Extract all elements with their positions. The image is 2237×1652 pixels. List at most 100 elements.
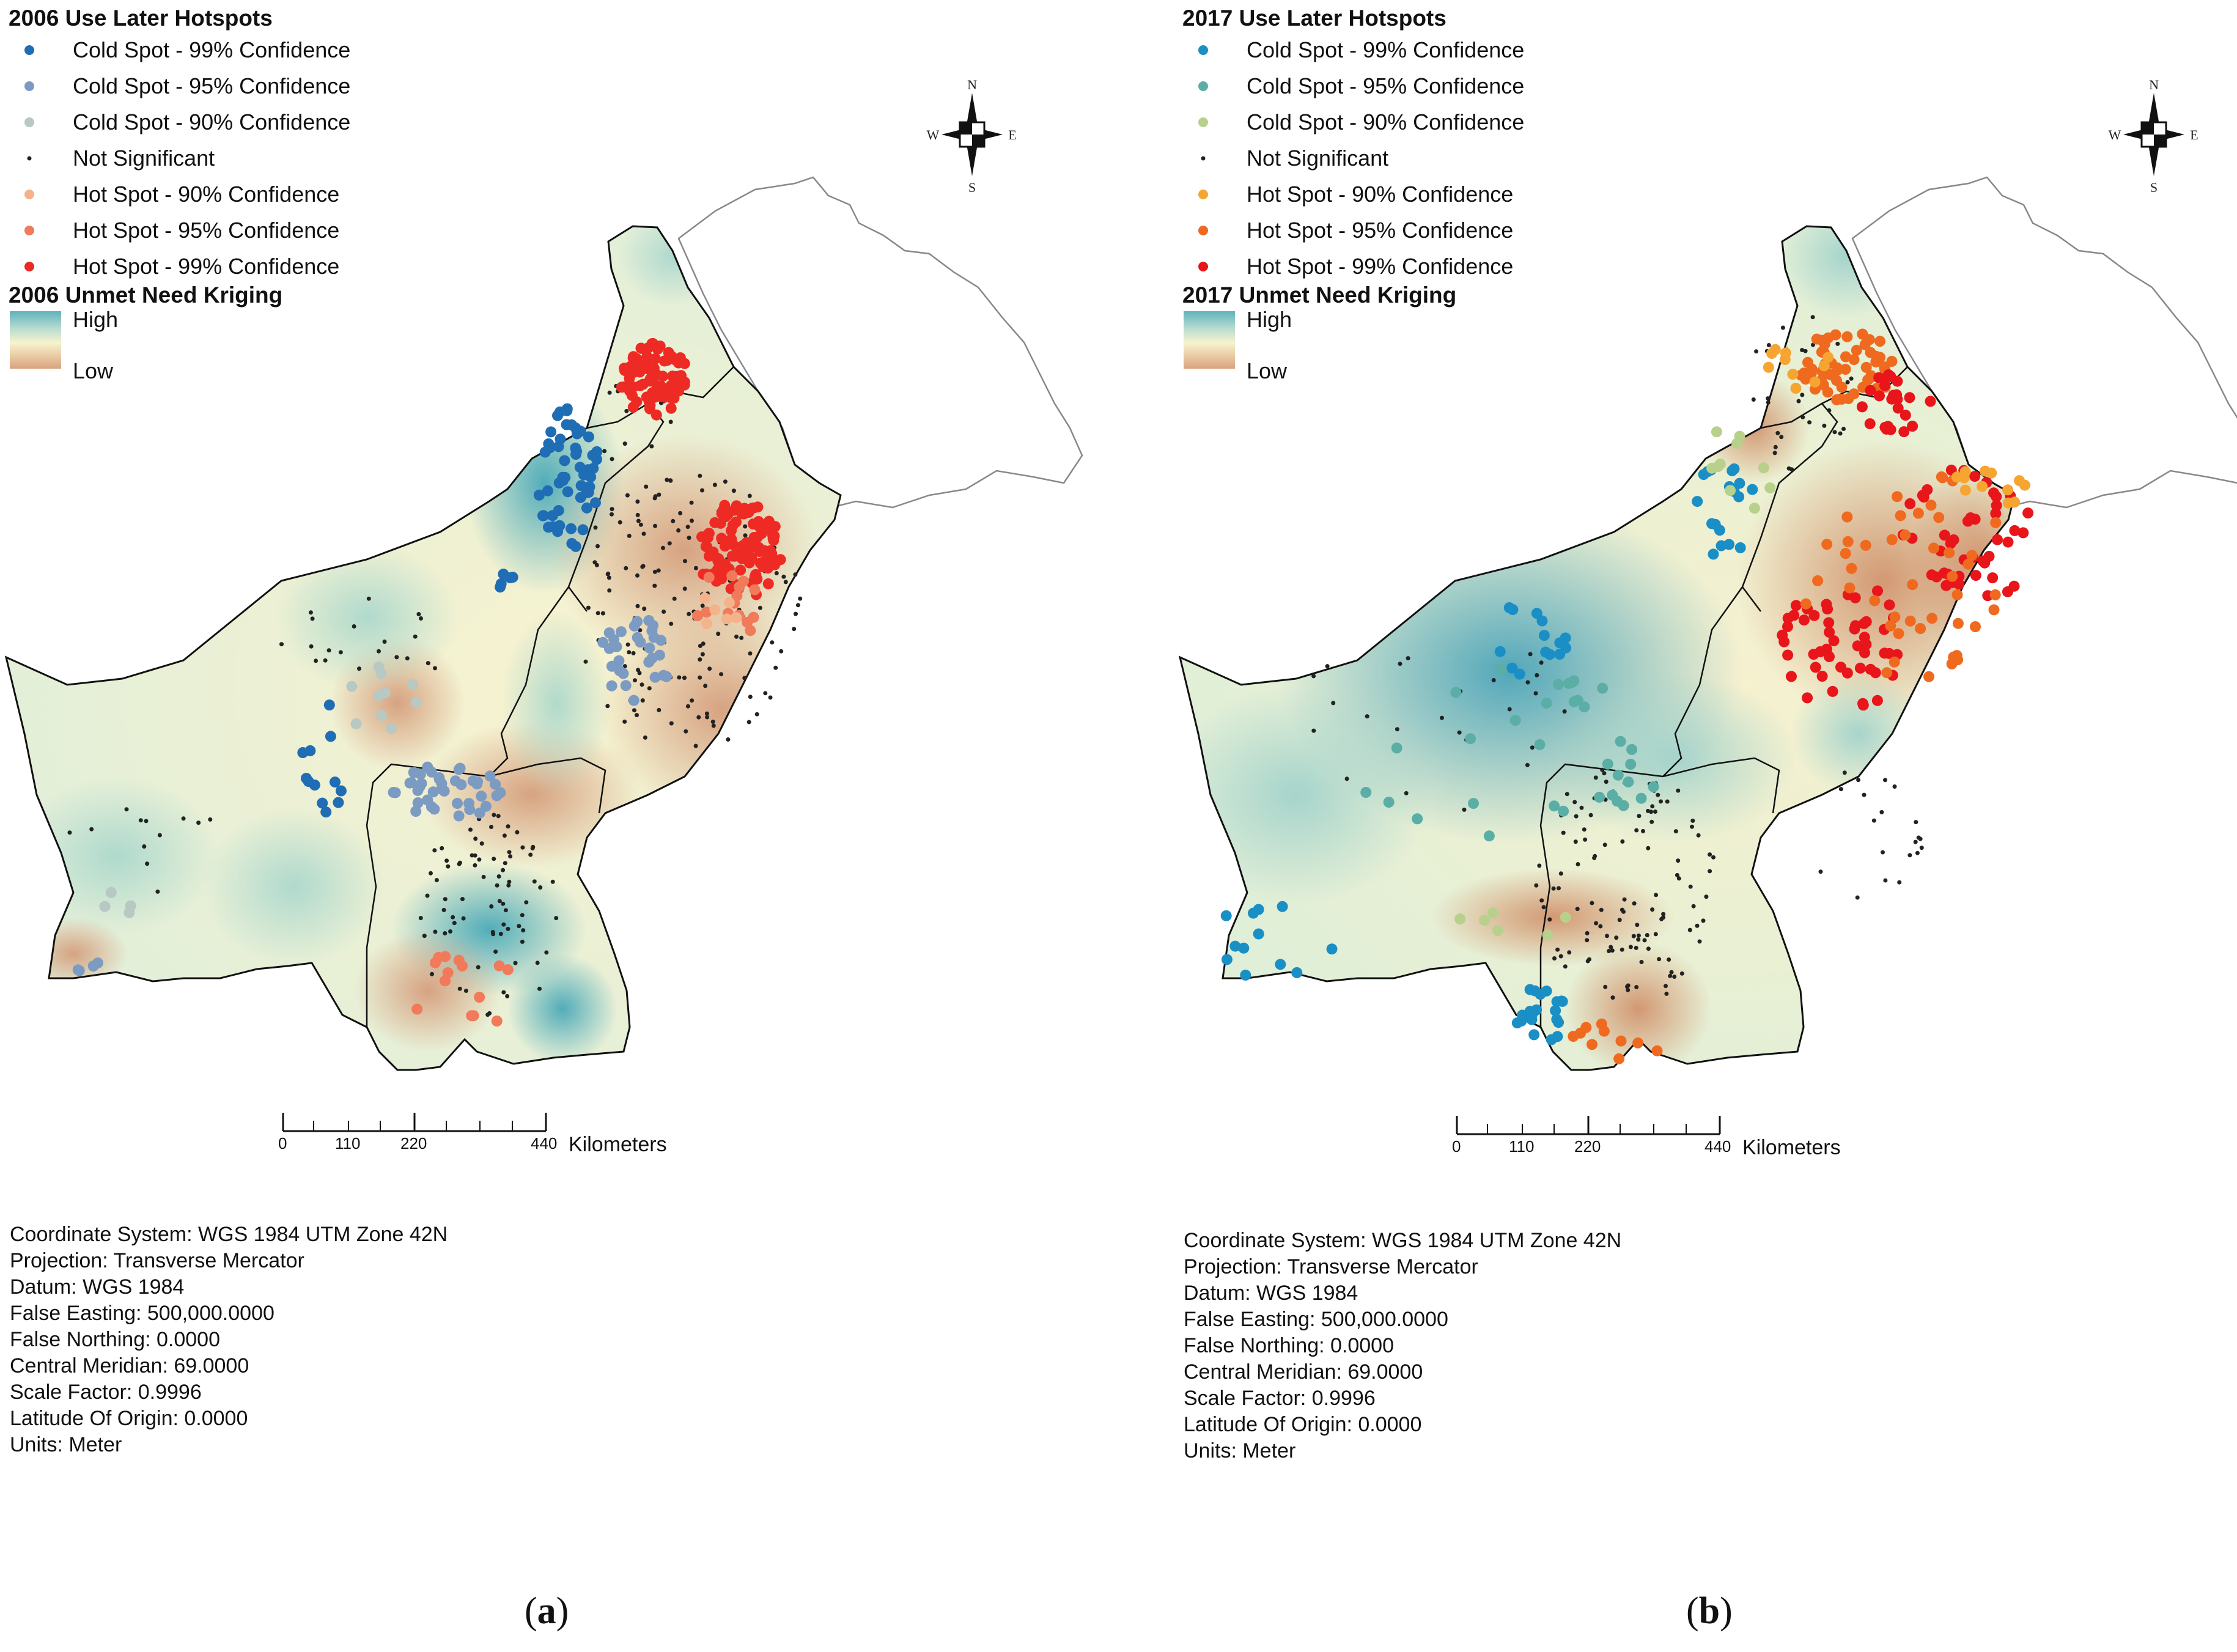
not-significant-point (1600, 767, 1605, 772)
not-significant-point (1583, 837, 1588, 842)
cold-spot-99-point (584, 481, 595, 493)
cold-spot-90-point (407, 679, 419, 690)
hot-spot-95-point (1895, 510, 1906, 522)
not-significant-point (624, 408, 629, 413)
cold-spot-95-point (471, 778, 483, 790)
hot-spot-95-point (1989, 589, 2001, 600)
hot-spot-95-point (440, 975, 451, 987)
hot-spot-99-point (2009, 525, 2021, 536)
cold-spot-90-point (385, 723, 397, 734)
north-arrow: N S W E (2109, 77, 2198, 195)
cold-spot-95-point (476, 791, 487, 802)
hot-spot-95-point (1936, 471, 1947, 482)
cold-spot-95-point (1615, 736, 1626, 747)
not-significant-point (627, 650, 632, 655)
not-significant-point (1668, 973, 1673, 978)
not-significant-point (1639, 960, 1644, 964)
legend-item: Not Significant (9, 140, 350, 176)
cold-spot-95-point (632, 616, 643, 627)
not-significant-point (1634, 985, 1639, 989)
cold-spot-99-point (1554, 649, 1566, 660)
hot-spot-99-point (731, 516, 742, 528)
not-significant-point (1491, 678, 1496, 682)
hot-spot-99-point (1953, 578, 1965, 590)
ramp-high-label: High (73, 307, 119, 332)
not-significant-point (1562, 709, 1567, 714)
hot-spot-99-point (719, 500, 731, 511)
scale-tick-220: 220 (1574, 1137, 1601, 1156)
not-significant-point (460, 897, 465, 901)
legend-item: Hot Spot - 95% Confidence (9, 212, 350, 248)
not-significant-point (678, 511, 683, 515)
legend-item: Not Significant (1182, 140, 1524, 176)
cold-spot-90-point (99, 901, 111, 912)
not-significant-point (605, 704, 610, 709)
cold-spot-99-point (1716, 540, 1727, 551)
not-significant-point (1593, 854, 1598, 858)
hot-spot-99-point (1850, 620, 1861, 632)
hot-spot-99-point (702, 532, 713, 544)
cold-spot-95-point (1391, 742, 1402, 754)
cold-spot-90-point (373, 662, 385, 673)
not-significant-point (1708, 852, 1712, 857)
not-significant-point (1558, 954, 1563, 959)
not-significant-point (405, 656, 410, 661)
not-significant-point (1539, 898, 1544, 903)
cold-spot-99-point (1708, 548, 1719, 560)
cold-spot-99-point (1221, 954, 1233, 965)
hot-spot-95-point (1892, 491, 1903, 503)
not-significant-point (446, 864, 451, 869)
hot-spot-99-point (761, 521, 772, 533)
not-significant-point (1440, 715, 1444, 720)
not-significant-point (1622, 897, 1627, 902)
not-significant-point (719, 672, 724, 677)
hot-spot-90-point (699, 592, 710, 604)
cold-spot-95-point (495, 787, 506, 798)
hot-spot-99-point (1892, 394, 1903, 405)
cold-spot-95-point (1495, 664, 1507, 676)
not-significant-point (1561, 830, 1566, 835)
not-significant-point (528, 852, 533, 857)
not-significant-point (779, 649, 784, 654)
not-significant-point (669, 721, 674, 726)
cold-spot-95-point (1450, 687, 1462, 698)
not-significant-point (1832, 430, 1837, 435)
not-significant-point (473, 853, 477, 858)
hot-spot-95-point (726, 570, 738, 581)
hot-spot-99-point (772, 555, 784, 566)
cold-spot-99-point (1220, 910, 1232, 921)
not-significant-point (1661, 912, 1666, 916)
not-significant-point (1691, 904, 1696, 909)
hot-spot-99-point (669, 354, 681, 366)
hot-spot-90-point (1809, 376, 1821, 388)
legend-item: Cold Spot - 90% Confidence (9, 104, 350, 140)
not-significant-point (746, 720, 751, 725)
cold-spot-95-point (412, 797, 424, 808)
hot-spot-90-point (1822, 352, 1834, 363)
hot-spot-99-point (1808, 610, 1820, 621)
ramp-high-label: High (1247, 307, 1292, 332)
scale-bar (1456, 1116, 1721, 1135)
not-significant-point (1551, 886, 1556, 891)
not-significant-point (1672, 975, 1677, 979)
hot-spot-90-point (2014, 475, 2025, 487)
not-significant-point (473, 863, 477, 868)
hot-spot-95-point (1587, 1039, 1598, 1050)
not-significant-point (723, 479, 728, 484)
hot-spot-95-point (1860, 361, 1872, 373)
not-significant-point (690, 518, 694, 523)
not-significant-point (496, 874, 501, 879)
cold-spot-95-point (643, 615, 655, 626)
not-significant-point (1919, 846, 1924, 850)
hot-spot-99-point (625, 382, 636, 394)
not-significant-point (1796, 399, 1801, 404)
hot-spot-95-point (1613, 1053, 1625, 1064)
cold-spot-95-point (484, 770, 496, 782)
cold-spot-90-point (125, 900, 136, 912)
not-significant-point (633, 678, 637, 683)
not-significant-point (1573, 839, 1578, 844)
hot-spot-99-point (627, 402, 639, 413)
cold-spot-95-point (1623, 776, 1634, 787)
not-significant-point (792, 627, 797, 632)
hot-spot-95-point (474, 992, 485, 1003)
